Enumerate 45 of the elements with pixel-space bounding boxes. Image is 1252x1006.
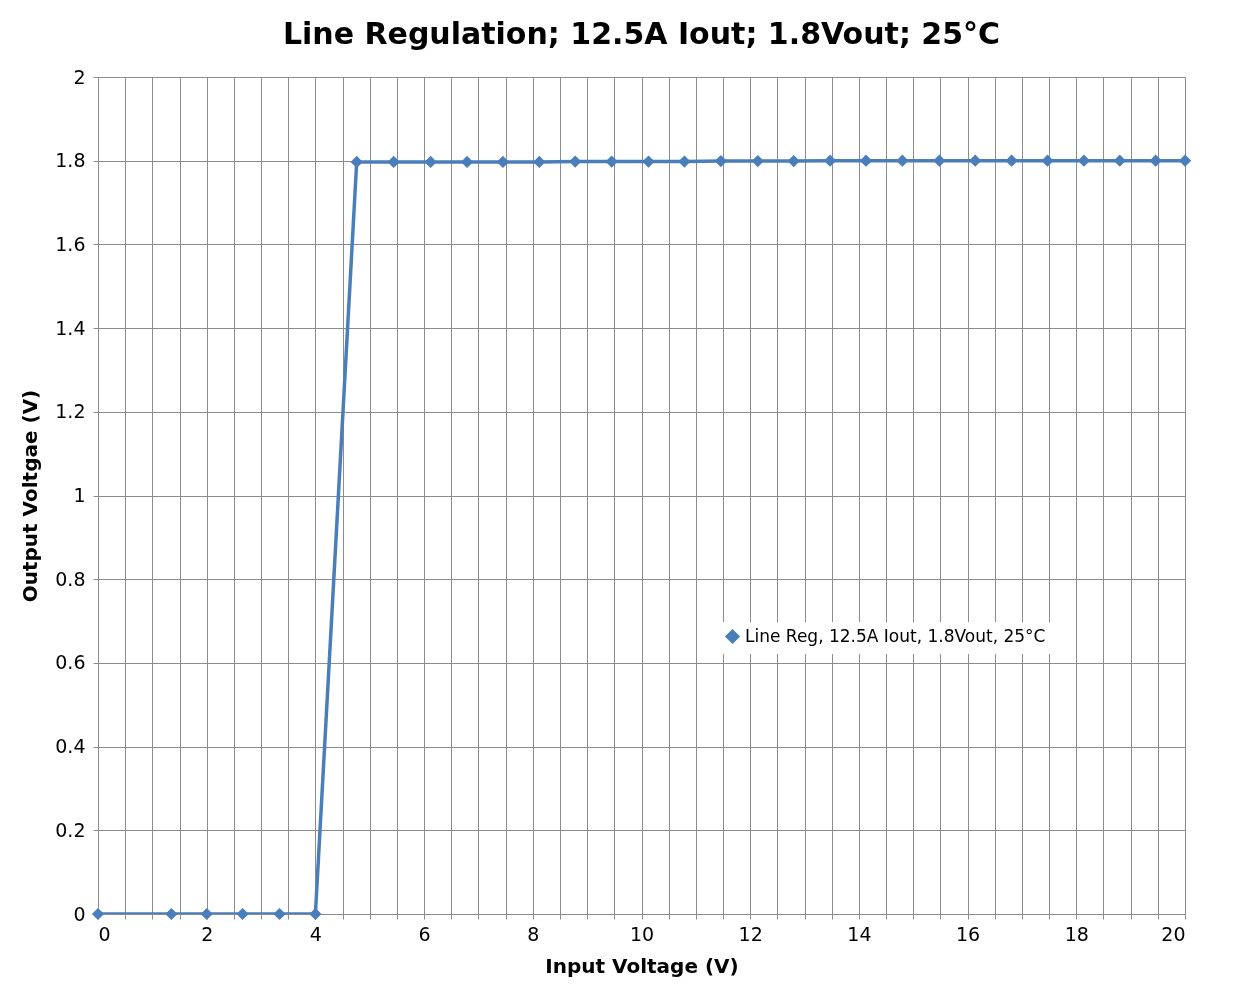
x-tick-label: 4 xyxy=(309,922,322,945)
point xyxy=(787,154,800,168)
point xyxy=(533,155,546,169)
y-axis-title: Output Voltgae (V) xyxy=(18,389,43,603)
point xyxy=(91,907,105,921)
point xyxy=(460,155,474,169)
x-tick-label: 6 xyxy=(418,922,431,945)
point xyxy=(496,155,510,169)
x-tick-label: 16 xyxy=(956,922,981,945)
point xyxy=(823,154,837,167)
point xyxy=(273,907,286,921)
legend-label: Line Reg, 12.5A Iout, 1.8Vout, 25°C xyxy=(745,625,1046,646)
x-tick-label: 8 xyxy=(527,922,540,945)
x-tick-label: 18 xyxy=(1064,922,1089,945)
point xyxy=(236,907,249,921)
point xyxy=(1077,154,1091,167)
y-tick-label: 0 xyxy=(73,902,86,925)
x-tick-label: 2 xyxy=(201,922,214,945)
x-tick-label: 12 xyxy=(738,922,763,945)
y-tick-label: 0.4 xyxy=(55,735,86,758)
point xyxy=(309,907,322,921)
point xyxy=(714,154,727,168)
x-tick-label: 10 xyxy=(629,922,655,945)
y-tick-label: 0.8 xyxy=(55,567,86,590)
y-tick-label: 1.2 xyxy=(55,400,86,423)
point xyxy=(424,155,437,169)
y-tick-label: 1.8 xyxy=(55,149,86,172)
y-tick-label: 1.4 xyxy=(55,316,86,339)
y-tick-label: 2 xyxy=(73,65,86,88)
x-tick-label: 14 xyxy=(847,922,872,945)
point xyxy=(200,907,213,921)
x-tick-label: 0 xyxy=(98,922,111,945)
x-tick-label: 20 xyxy=(1161,922,1186,945)
point xyxy=(1178,154,1192,167)
point xyxy=(350,155,363,169)
y-tick-label: 0.6 xyxy=(55,651,86,674)
point xyxy=(859,154,873,167)
point xyxy=(751,154,764,168)
y-tick-label: 1 xyxy=(73,484,86,506)
x-axis-title: Input Voltage (V) xyxy=(545,953,739,978)
point xyxy=(165,907,178,921)
y-tick-label: 1.6 xyxy=(55,232,86,255)
point xyxy=(387,155,400,169)
y-tick-label: 0.2 xyxy=(55,818,86,841)
chart-title: Line Regulation; 12.5A Iout; 1.8Vout; 25°C xyxy=(282,16,1001,51)
